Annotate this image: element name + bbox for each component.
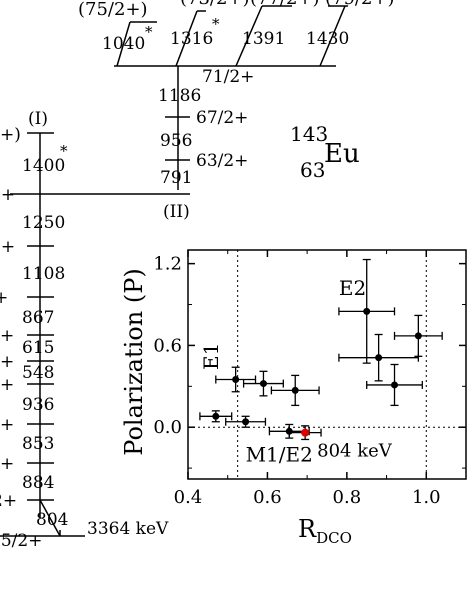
data-points — [212, 307, 422, 437]
x-axis-label-subscript: DCO — [316, 529, 352, 547]
plot-frame — [187, 249, 467, 480]
transition-1391 — [235, 5, 263, 67]
level-scheme-top: (75/2+) (73/2+) (77/2+) (79/2+) 1040 * 1… — [78, 0, 395, 87]
band-II-label: (II) — [163, 202, 190, 222]
mass-number: 143 — [290, 122, 328, 146]
top-spin-1: (75/2+) — [78, 0, 148, 20]
transition-1040 — [116, 21, 131, 67]
asterisk: * — [60, 142, 68, 160]
energy-884: 884 — [22, 473, 54, 493]
spin-fragment: 2+ — [0, 491, 17, 511]
y-tick-label: 1.2 — [153, 254, 182, 275]
polarization-chart: 0.4 0.6 0.8 1.0 0.0 0.6 1.2 E2 E1 M1/E2 804 keV P… — [120, 249, 467, 547]
data-point — [414, 332, 422, 340]
energy-936: 936 — [22, 395, 54, 415]
spin-fragment: 2+ — [0, 185, 15, 205]
x-axis-label: RDCO — [298, 515, 352, 547]
spin-fragment: + — [0, 352, 14, 372]
energy-853: 853 — [22, 434, 54, 454]
spin-fragment: + — [0, 415, 14, 435]
y-tick-label: 0.6 — [153, 335, 182, 356]
x-tick-label: 1.0 — [412, 487, 441, 508]
band-I: (I) +) 1400 * 2+ 1250 2+ 1108 + 867 + 61… — [0, 109, 190, 551]
transition-804 — [39, 499, 61, 537]
top-spin-3: (77/2+) — [250, 0, 320, 9]
asterisk: * — [145, 23, 153, 41]
spin-71-2: 71/2+ — [202, 67, 254, 87]
asterisk: * — [212, 15, 220, 33]
data-point — [285, 427, 293, 435]
energy-1391: 1391 — [242, 29, 285, 49]
energy-548: 548 — [22, 363, 54, 383]
transition-1430 — [319, 5, 346, 67]
reference-lines — [188, 250, 466, 479]
spin-67-2: 67/2+ — [196, 108, 248, 128]
atomic-number: 63 — [300, 158, 325, 182]
spin-fragment: + — [0, 454, 14, 474]
data-point — [363, 307, 371, 315]
spin-63-2: 63/2+ — [196, 151, 248, 171]
energy-1250: 1250 — [22, 213, 65, 233]
band-II: 1186 67/2+ 956 63/2+ 791 (II) — [158, 66, 248, 222]
annotations: E2 E1 M1/E2 804 keV — [199, 276, 393, 466]
energy-1316: 1316 — [170, 29, 213, 49]
isomer-energy: 3364 keV — [87, 519, 169, 539]
spin-fragment: + — [0, 326, 14, 346]
spin-fragment: 2+ — [0, 237, 15, 257]
data-point — [232, 375, 240, 383]
energy-615: 615 — [22, 338, 54, 358]
nucleus-label: 143 63 Eu — [290, 122, 360, 182]
x-tick-label: 0.6 — [253, 487, 282, 508]
data-point — [291, 386, 299, 394]
data-point — [242, 418, 250, 426]
x-axis-label-main: R — [298, 515, 317, 543]
energy-1186: 1186 — [158, 86, 201, 106]
axis-ticks: 0.4 0.6 0.8 1.0 0.0 0.6 1.2 — [153, 250, 466, 508]
data-point — [375, 354, 383, 362]
data-point — [391, 381, 399, 389]
x-tick-label: 0.4 — [174, 487, 203, 508]
energy-1108: 1108 — [22, 264, 65, 284]
annotation-e2: E2 — [339, 276, 366, 300]
top-spin-2: (73/2+) — [180, 0, 250, 9]
annotation-e1: E1 — [199, 343, 223, 370]
element-symbol: Eu — [324, 139, 360, 169]
spin-fragment: + — [0, 288, 8, 308]
x-tick-label: 0.8 — [333, 487, 362, 508]
spin-25-2: 25/2+ — [0, 531, 42, 551]
energy-1430: 1430 — [306, 29, 349, 49]
energy-956: 956 — [160, 131, 192, 151]
y-axis-label: Polarization (P) — [120, 268, 148, 455]
energy-791: 791 — [160, 168, 192, 188]
spin-fragment: +) — [0, 125, 21, 145]
transition-1316 — [175, 10, 198, 67]
data-point-804kev — [301, 428, 310, 437]
y-tick-label: 0.0 — [153, 417, 182, 438]
energy-1040: 1040 — [102, 34, 145, 54]
data-point — [212, 412, 220, 420]
energy-804: 804 — [36, 510, 68, 530]
annotation-m1-e2: M1/E2 — [246, 442, 313, 466]
band-I-label: (I) — [28, 109, 48, 129]
data-point — [259, 380, 267, 388]
top-spin-4: (79/2+) — [325, 0, 395, 9]
annotation-804-kev: 804 keV — [317, 441, 393, 462]
energy-867: 867 — [22, 308, 54, 328]
spin-fragment: + — [0, 375, 14, 395]
energy-1400: 1400 — [22, 156, 65, 176]
